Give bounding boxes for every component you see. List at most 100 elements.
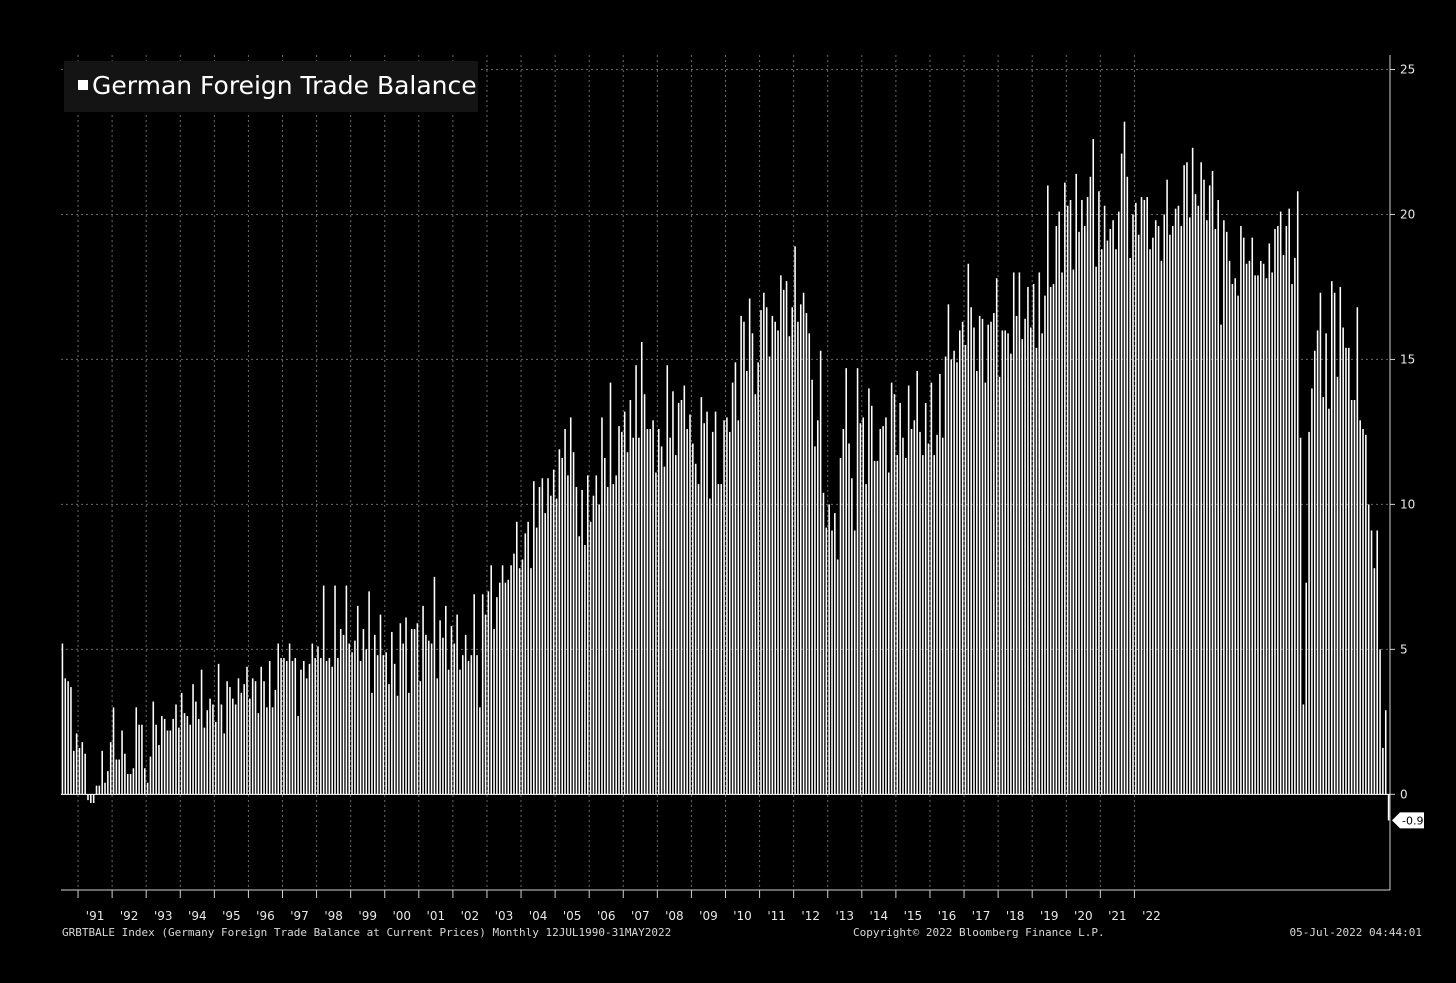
bar [697, 484, 700, 795]
bar [998, 376, 1001, 795]
bar [831, 530, 833, 795]
bar [1322, 397, 1325, 795]
bar [819, 350, 822, 795]
bar [240, 692, 243, 795]
bar [1382, 747, 1384, 795]
bar [1171, 226, 1174, 795]
bar [359, 660, 362, 795]
bar [771, 315, 774, 795]
bar [822, 492, 825, 795]
bar [896, 455, 899, 795]
bar [493, 629, 495, 795]
bar [305, 678, 308, 795]
bar [209, 698, 211, 795]
bar [984, 382, 987, 795]
bar [1331, 281, 1333, 795]
bar [621, 431, 623, 795]
bar [419, 681, 422, 795]
bar [763, 292, 765, 795]
last-value-label: -0.9 [1402, 814, 1423, 827]
bar [1058, 211, 1060, 795]
bar [885, 417, 887, 795]
bar [1083, 226, 1086, 795]
bar [947, 304, 950, 795]
bar [1055, 226, 1058, 795]
bar [848, 443, 850, 795]
bar [785, 281, 788, 795]
bar [774, 321, 776, 795]
bar [1277, 226, 1279, 795]
bar [629, 400, 632, 795]
bar [1217, 199, 1219, 795]
bar [1225, 231, 1228, 795]
bar [220, 704, 223, 795]
bar [470, 655, 473, 795]
bar [249, 698, 251, 795]
bar [1279, 211, 1282, 795]
bar [635, 365, 637, 795]
bar [155, 724, 157, 795]
bar [660, 446, 663, 795]
bar [1166, 179, 1168, 795]
bar [422, 605, 424, 795]
bar [200, 669, 203, 795]
bar [870, 405, 873, 795]
bar [1339, 286, 1342, 795]
bar [1095, 266, 1097, 795]
bar [1291, 284, 1293, 795]
bar [1007, 333, 1009, 795]
bar [146, 782, 149, 795]
x-tick-label: '09 [699, 909, 718, 923]
bar [393, 663, 396, 795]
bar [1271, 272, 1273, 795]
bar [873, 460, 876, 795]
bar [129, 774, 132, 795]
bar [84, 753, 86, 795]
bar [1152, 237, 1154, 795]
bar [987, 324, 989, 795]
bar [817, 420, 819, 795]
bar [1103, 205, 1106, 795]
x-tick-label: '96 [256, 909, 275, 923]
bar [655, 472, 657, 795]
x-tick-label: '94 [188, 909, 207, 923]
bar [1328, 408, 1330, 795]
bar [828, 504, 830, 795]
bar [297, 716, 299, 795]
bar [453, 643, 456, 795]
bar [1089, 176, 1092, 795]
bar [604, 458, 606, 795]
x-tick-label: '99 [358, 909, 377, 923]
bar [67, 681, 69, 795]
bar [839, 458, 842, 795]
bar [757, 362, 759, 795]
bar [1228, 260, 1231, 795]
bar [95, 785, 98, 795]
x-tick-label: '18 [1006, 909, 1025, 923]
bar [283, 658, 285, 795]
bar [652, 420, 654, 795]
bar [575, 487, 578, 795]
bar [584, 544, 586, 795]
bar [995, 278, 998, 795]
bar [1268, 243, 1271, 795]
bar [442, 637, 444, 795]
bar [487, 591, 490, 795]
bar [507, 579, 510, 795]
bar [731, 382, 734, 795]
bar [410, 629, 413, 795]
bar [464, 634, 467, 795]
bar [905, 458, 907, 795]
bar [291, 660, 294, 795]
bar [782, 289, 785, 795]
bar [356, 605, 359, 795]
bar [930, 382, 933, 795]
bar [1061, 272, 1063, 795]
bar [118, 759, 120, 795]
footer-copyright: Copyright© 2022 Bloomberg Finance L.P. [853, 926, 1105, 939]
bar [90, 794, 92, 804]
bar [626, 452, 629, 795]
bar [649, 429, 652, 795]
y-tick-label: 25 [1400, 62, 1415, 76]
bar [1333, 292, 1336, 795]
